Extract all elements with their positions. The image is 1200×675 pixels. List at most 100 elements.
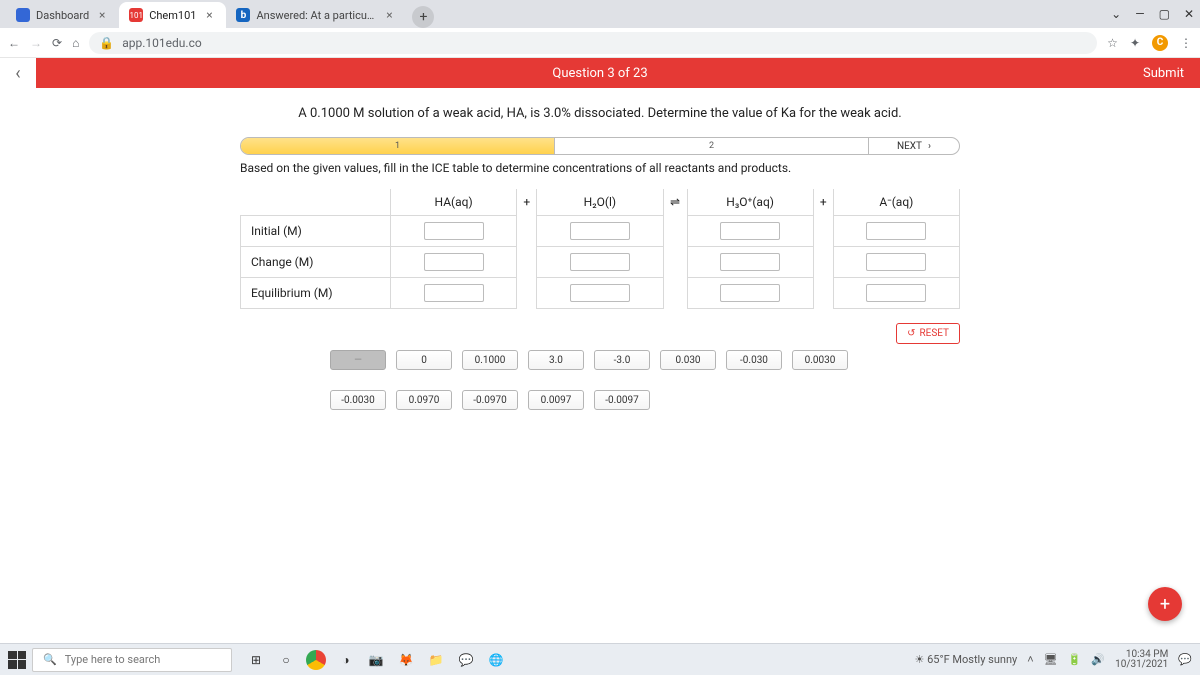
- forward-icon[interactable]: →: [30, 36, 42, 50]
- tab-bartleby[interactable]: b Answered: At a particular tempe ×: [226, 2, 406, 28]
- cortana-icon[interactable]: ○: [276, 650, 296, 670]
- cell-input[interactable]: [424, 253, 484, 271]
- favicon: [16, 8, 30, 22]
- extensions-icon[interactable]: ✦: [1130, 36, 1140, 50]
- network-icon[interactable]: 🖥: [1044, 653, 1058, 666]
- col-plus: +: [517, 189, 537, 216]
- app-icon[interactable]: 📷: [366, 650, 386, 670]
- cell-input[interactable]: [570, 253, 630, 271]
- close-icon[interactable]: ×: [202, 8, 216, 22]
- minimize-icon[interactable]: —: [1135, 7, 1144, 21]
- tab-title: Dashboard: [36, 9, 89, 22]
- tray-chevron-icon[interactable]: ˄: [1027, 653, 1033, 666]
- question-prompt: A 0.1000 M solution of a weak acid, HA, …: [240, 106, 960, 121]
- clock[interactable]: 10:34 PM 10/31/2021: [1115, 650, 1168, 670]
- volume-icon[interactable]: 🔊: [1091, 653, 1105, 666]
- answer-tile[interactable]: 0.030: [660, 350, 716, 370]
- app-icon[interactable]: ◑: [336, 650, 356, 670]
- row-change: Change (M): [241, 247, 391, 278]
- tab-chem101[interactable]: 101 Chem101 ×: [119, 2, 226, 28]
- chrome-icon[interactable]: [306, 650, 326, 670]
- system-tray: ☀ 65°F Mostly sunny ˄ 🖥 🔋 🔊 10:34 PM 10/…: [915, 650, 1192, 670]
- new-tab-button[interactable]: +: [412, 6, 434, 28]
- reset-button[interactable]: ↺ RESET: [896, 323, 960, 344]
- col-a: A⁻(aq): [833, 189, 959, 216]
- row-initial: Initial (M): [241, 216, 391, 247]
- lock-icon: 🔒: [99, 36, 114, 50]
- answer-tile[interactable]: -0.0097: [594, 390, 650, 410]
- start-button[interactable]: [8, 651, 26, 669]
- weather-widget[interactable]: ☀ 65°F Mostly sunny: [915, 653, 1018, 666]
- window-controls: ⌄ — ▢ ✕: [1111, 0, 1194, 28]
- search-icon: 🔍: [43, 653, 57, 666]
- ice-table: HA(aq) + H₂O(l) ⇌ H₃O⁺(aq) + A⁻(aq) Init…: [240, 189, 960, 309]
- row-equilibrium: Equilibrium (M): [241, 278, 391, 309]
- answer-tile[interactable]: -0.030: [726, 350, 782, 370]
- battery-icon[interactable]: 🔋: [1068, 653, 1082, 666]
- close-window-icon[interactable]: ✕: [1184, 7, 1194, 21]
- windows-taskbar: 🔍 Type here to search ⊞ ○ ◑ 📷 🦊 📁 💬 🌐 ☀ …: [0, 643, 1200, 675]
- browser-toolbar: ← → ⟳ ⌂ 🔒 app.101edu.co ☆ ✦ C ⋮: [0, 28, 1200, 58]
- back-icon[interactable]: ←: [8, 36, 20, 50]
- cell-input[interactable]: [570, 222, 630, 240]
- app-icon[interactable]: 🦊: [396, 650, 416, 670]
- submit-button[interactable]: Submit: [1143, 66, 1184, 81]
- step-next-button[interactable]: NEXT›: [869, 141, 959, 152]
- tab-dashboard[interactable]: Dashboard ×: [6, 2, 119, 28]
- col-ha: HA(aq): [391, 189, 517, 216]
- cell-input[interactable]: [866, 284, 926, 302]
- close-icon[interactable]: ×: [382, 8, 396, 22]
- maximize-icon[interactable]: ▢: [1159, 7, 1170, 21]
- tab-title: Chem101: [149, 9, 196, 22]
- chevron-down-icon[interactable]: ⌄: [1111, 7, 1121, 21]
- cell-input[interactable]: [720, 284, 780, 302]
- cell-input[interactable]: [866, 253, 926, 271]
- address-bar[interactable]: 🔒 app.101edu.co: [89, 32, 1097, 54]
- quiz-header: ‹ Question 3 of 23 Submit: [0, 58, 1200, 88]
- chevron-right-icon: ›: [928, 141, 931, 152]
- cell-input[interactable]: [570, 284, 630, 302]
- star-icon[interactable]: ☆: [1107, 36, 1118, 50]
- taskbar-search[interactable]: 🔍 Type here to search: [32, 648, 232, 672]
- step-1[interactable]: 1: [241, 138, 555, 154]
- profile-badge[interactable]: C: [1152, 35, 1168, 51]
- reload-icon[interactable]: ⟳: [52, 36, 62, 50]
- tile-dropzone[interactable]: —: [330, 350, 386, 370]
- file-explorer-icon[interactable]: 📁: [426, 650, 446, 670]
- tab-title: Answered: At a particular tempe: [256, 9, 376, 22]
- answer-tile[interactable]: 0: [396, 350, 452, 370]
- answer-tile[interactable]: -3.0: [594, 350, 650, 370]
- menu-icon[interactable]: ⋮: [1180, 36, 1192, 50]
- col-h2o: H₂O(l): [537, 189, 663, 216]
- answer-tile[interactable]: 0.0030: [792, 350, 848, 370]
- cell-input[interactable]: [424, 222, 484, 240]
- quiz-back-button[interactable]: ‹: [0, 58, 36, 88]
- answer-tile[interactable]: -0.0970: [462, 390, 518, 410]
- favicon: 101: [129, 8, 143, 22]
- cell-input[interactable]: [720, 253, 780, 271]
- answer-tile[interactable]: -0.0030: [330, 390, 386, 410]
- cell-input[interactable]: [720, 222, 780, 240]
- answer-tile[interactable]: 0.0970: [396, 390, 452, 410]
- add-fab-button[interactable]: +: [1148, 587, 1182, 621]
- app-icon[interactable]: 💬: [456, 650, 476, 670]
- answer-tile[interactable]: 0.1000: [462, 350, 518, 370]
- step-2[interactable]: 2: [555, 138, 869, 154]
- search-placeholder: Type here to search: [65, 653, 161, 666]
- cell-input[interactable]: [866, 222, 926, 240]
- col-h3o: H₃O⁺(aq): [687, 189, 813, 216]
- home-icon[interactable]: ⌂: [72, 36, 79, 50]
- step-instruction: Based on the given values, fill in the I…: [240, 161, 960, 175]
- task-view-icon[interactable]: ⊞: [246, 650, 266, 670]
- undo-icon: ↺: [907, 328, 915, 339]
- answer-tile[interactable]: 3.0: [528, 350, 584, 370]
- url-text: app.101edu.co: [122, 36, 201, 50]
- step-indicator: 1 2 NEXT›: [240, 137, 960, 155]
- close-icon[interactable]: ×: [95, 8, 109, 22]
- question-counter: Question 3 of 23: [552, 66, 647, 81]
- notifications-icon[interactable]: 💬: [1178, 653, 1192, 666]
- answer-tile[interactable]: 0.0097: [528, 390, 584, 410]
- cell-input[interactable]: [424, 284, 484, 302]
- col-eq: ⇌: [663, 189, 687, 216]
- edge-icon[interactable]: 🌐: [486, 650, 506, 670]
